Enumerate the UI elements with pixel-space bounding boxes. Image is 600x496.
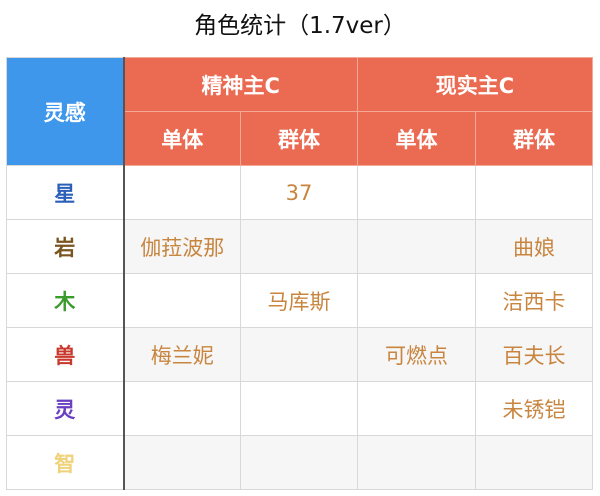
table-row: 木 马库斯 洁西卡 — [6, 273, 593, 328]
table-cell: 未锈铠 — [475, 381, 593, 436]
table-cell: 伽菈波那 — [123, 219, 241, 274]
table-cell: 洁西卡 — [475, 273, 593, 328]
corner-header: 灵感 — [6, 57, 125, 166]
table-cell — [357, 219, 476, 274]
row-label: 木 — [6, 273, 125, 328]
sub-header: 群体 — [475, 111, 593, 166]
table-cell: 37 — [240, 165, 358, 220]
table-cell: 百夫长 — [475, 327, 593, 382]
table-cell — [475, 435, 593, 490]
table-cell — [357, 435, 476, 490]
table-cell — [123, 381, 241, 436]
table-cell — [357, 273, 476, 328]
table-cell — [240, 219, 358, 274]
table-row: 灵 未锈铠 — [6, 381, 593, 436]
table-row: 兽梅兰妮 可燃点 百夫长 — [6, 327, 593, 382]
table-cell — [357, 381, 476, 436]
sub-header: 单体 — [123, 111, 241, 166]
table-cell — [357, 165, 476, 220]
sub-header: 群体 — [240, 111, 358, 166]
table-cell — [123, 273, 241, 328]
table-row: 智 — [6, 435, 593, 490]
stats-table: 灵感 精神主C 现实主C 单体 群体 单体 群体 星 37 岩伽菈波那 曲娘木 马库斯 洁… — [6, 57, 593, 490]
table-cell: 可燃点 — [357, 327, 476, 382]
table-cell — [123, 165, 241, 220]
table-cell — [240, 381, 358, 436]
table-cell: 梅兰妮 — [123, 327, 241, 382]
table-cell: 曲娘 — [475, 219, 593, 274]
row-label: 星 — [6, 165, 125, 220]
table-cell — [240, 435, 358, 490]
table-cell — [123, 435, 241, 490]
table-row: 星 37 — [6, 165, 593, 220]
row-label: 岩 — [6, 219, 125, 274]
table-row: 岩伽菈波那 曲娘 — [6, 219, 593, 274]
page-title: 角色统计（1.7ver） — [194, 13, 406, 39]
table-cell — [475, 165, 593, 220]
row-label: 兽 — [6, 327, 125, 382]
group-header: 精神主C — [123, 57, 358, 112]
sub-header: 单体 — [357, 111, 476, 166]
table-cell — [240, 327, 358, 382]
row-label: 智 — [6, 435, 125, 490]
table-cell: 马库斯 — [240, 273, 358, 328]
row-label: 灵 — [6, 381, 125, 436]
group-header: 现实主C — [357, 57, 593, 112]
